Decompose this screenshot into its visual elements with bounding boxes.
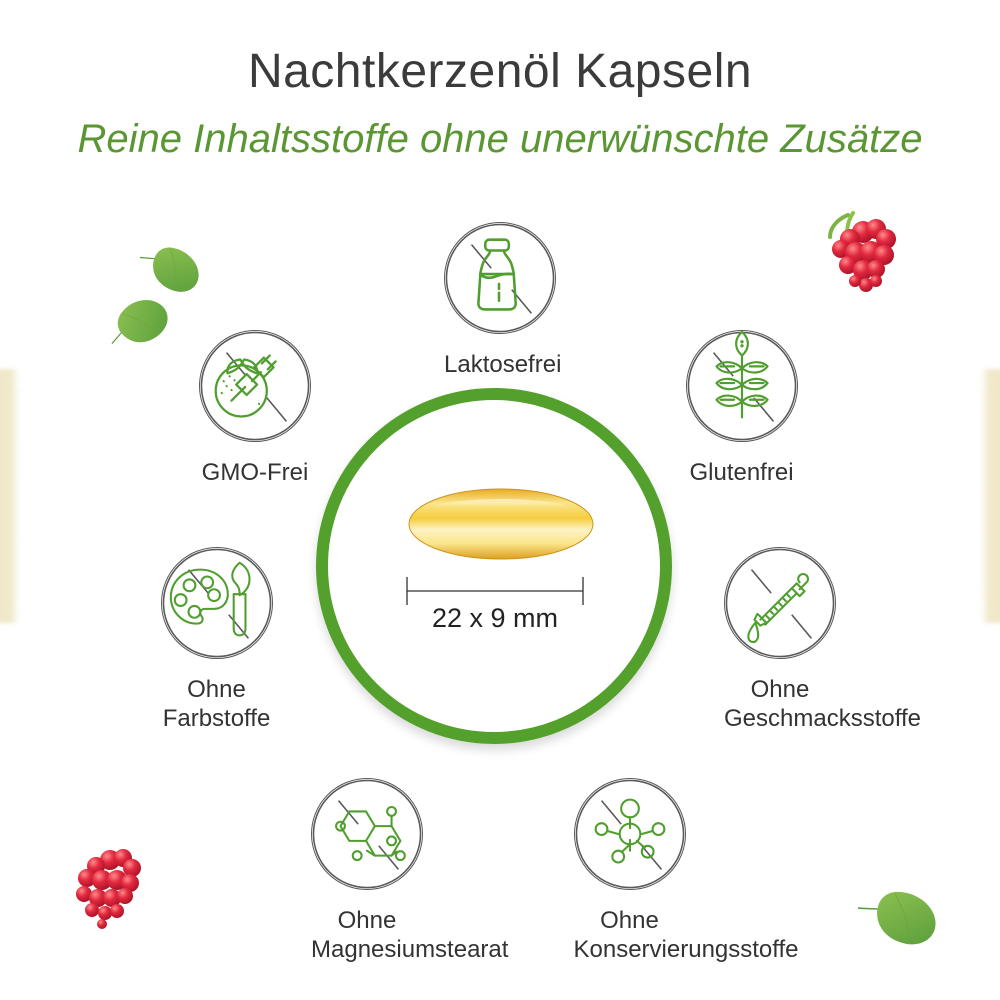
svg-text:22 x 9 mm: 22 x 9 mm	[432, 603, 558, 633]
svg-text:Reine Inhaltsstoffe ohne unerw: Reine Inhaltsstoffe ohne unerwünschte Zu…	[78, 117, 923, 161]
